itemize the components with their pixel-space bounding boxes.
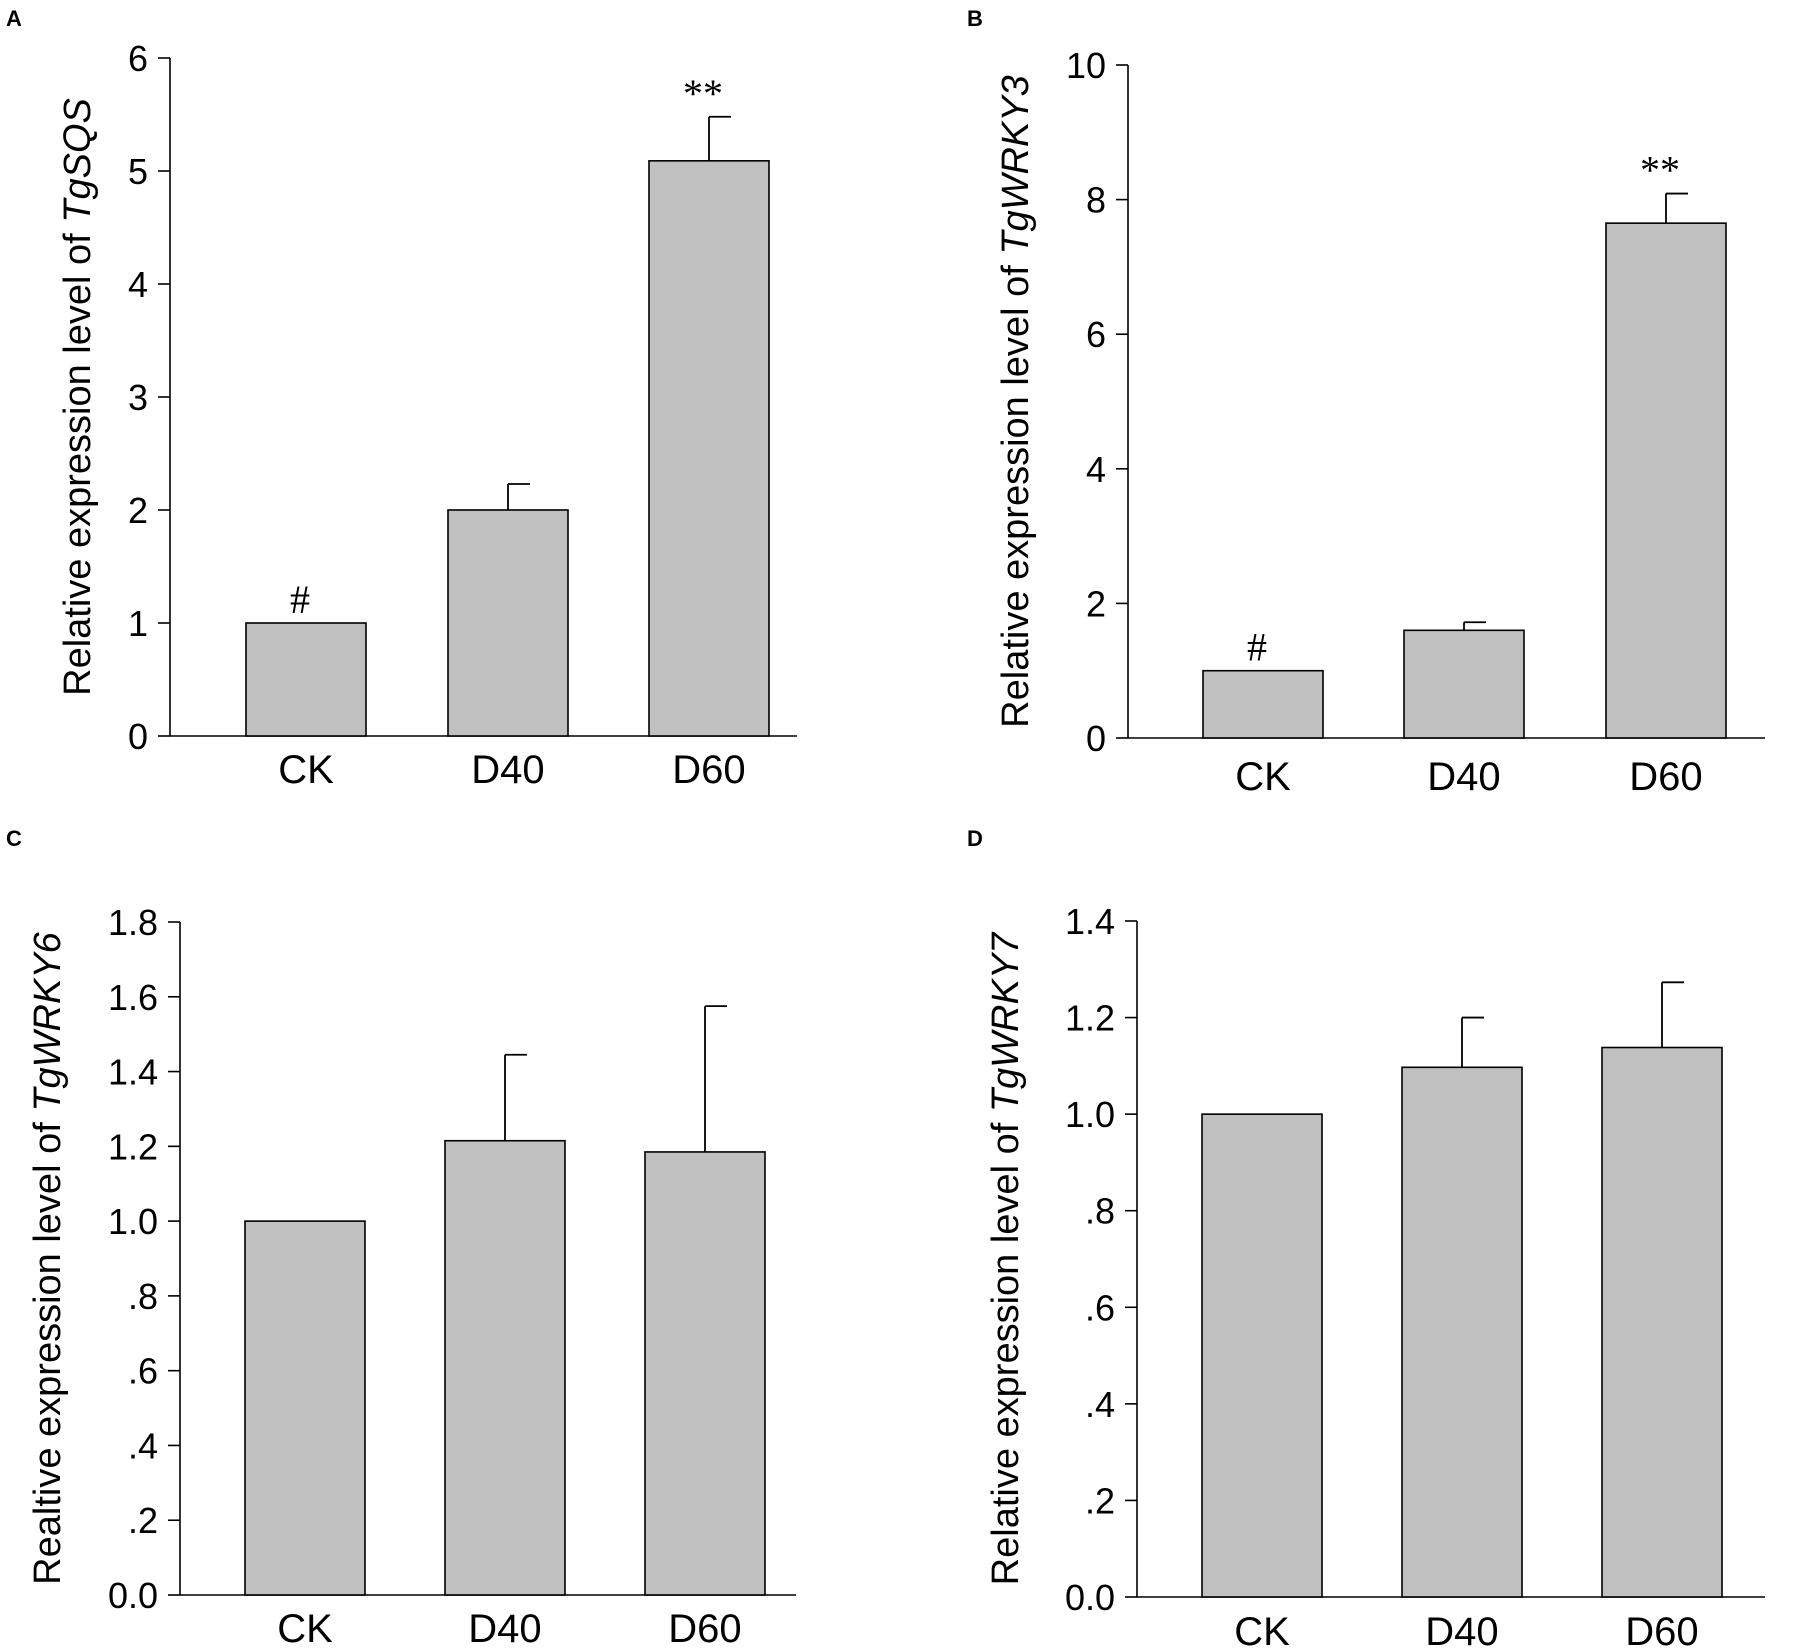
bar-ck <box>1201 1113 1323 1598</box>
panel-c: C 0.0 .2 .4 .6 .8 1.0 1.2 1.4 1.6 1.8 CK D40 D60 Realt… <box>6 826 796 1648</box>
panel-a: A 0 1 2 3 4 5 6 # CK D40 ** D60 Relative expression l… <box>6 6 797 792</box>
y-tick-label: 0 <box>128 716 148 757</box>
y-axis-label-gene: TgWRKY6 <box>27 931 69 1111</box>
y-axis-label-prefix: Relative expression level of <box>57 223 99 696</box>
panel-letter: C <box>6 826 22 851</box>
y-axis-label: Relative expression level of TgWRKY7 <box>985 931 1027 1585</box>
y-tick-label: 6 <box>128 38 148 79</box>
y-tick-label: 10 <box>1066 45 1106 86</box>
y-tick-label: 1.0 <box>1065 1094 1115 1135</box>
y-tick-label: 1.2 <box>1065 998 1115 1039</box>
y-tick-label: 2 <box>128 490 148 531</box>
y-tick-label: 0.0 <box>108 1575 158 1616</box>
category-label: D60 <box>668 1607 741 1648</box>
y-tick-label: 2 <box>1086 583 1106 624</box>
y-tick-label: .6 <box>1085 1287 1115 1328</box>
y-axis-label-gene: TgWRKY7 <box>985 931 1027 1112</box>
bar-ck <box>244 1220 366 1596</box>
y-tick-label: 0.0 <box>1065 1577 1115 1618</box>
category-label: CK <box>1234 1610 1290 1648</box>
y-tick-label: 1.6 <box>108 977 158 1018</box>
y-axis-label-prefix: Relative expression level of <box>995 255 1037 728</box>
category-label: D60 <box>672 748 745 792</box>
y-tick-label: .6 <box>128 1351 158 1392</box>
significance-mark: ** <box>683 71 723 116</box>
y-tick-label: 4 <box>1086 449 1106 490</box>
bar-d60 <box>1605 222 1727 739</box>
bar-d40 <box>447 509 569 737</box>
panel-b: B 0 2 4 6 8 10 # CK D40 ** D60 Relative expression l… <box>967 6 1765 799</box>
y-tick-label: 0 <box>1086 718 1106 759</box>
category-label: D40 <box>1425 1610 1498 1648</box>
y-tick-label: .2 <box>128 1500 158 1541</box>
y-tick-label: .8 <box>1085 1191 1115 1232</box>
category-label: D40 <box>1427 755 1500 799</box>
significance-mark: ** <box>1640 148 1680 193</box>
significance-mark: # <box>290 577 310 622</box>
bar-d40 <box>1403 629 1525 739</box>
y-tick-label: 1 <box>128 603 148 644</box>
y-tick-label: 4 <box>128 264 148 305</box>
y-tick-label: 1.4 <box>1065 901 1115 942</box>
significance-mark: # <box>1247 625 1267 670</box>
y-axis-label-prefix: Relative expression level of <box>985 1112 1027 1585</box>
y-tick-label: 1.0 <box>108 1201 158 1242</box>
y-tick-label: .2 <box>1085 1480 1115 1521</box>
y-axis-label-gene: TgWRKY3 <box>995 75 1037 254</box>
y-tick-label: 1.2 <box>108 1126 158 1167</box>
category-label: CK <box>1235 755 1291 799</box>
y-axis-label: Relative expression level of TgSQS <box>57 98 99 696</box>
panel-letter: D <box>967 826 983 851</box>
y-tick-label: .4 <box>128 1425 158 1466</box>
y-axis-label: Realtive expression level of TgWRKY6 <box>27 931 69 1584</box>
y-tick-label: 6 <box>1086 314 1106 355</box>
category-label: D60 <box>1625 1610 1698 1648</box>
bar-d60 <box>648 160 770 737</box>
y-tick-label: 1.8 <box>108 902 158 943</box>
panel-letter: A <box>6 6 22 31</box>
y-axis-label-prefix: Realtive expression level of <box>27 1112 69 1585</box>
y-tick-label: .8 <box>128 1276 158 1317</box>
bar-ck <box>245 622 367 737</box>
y-tick-label: 1.4 <box>108 1052 158 1093</box>
y-tick-label: 3 <box>128 377 148 418</box>
bar-ck <box>1202 669 1324 739</box>
bar-d40 <box>1401 1066 1523 1598</box>
bar-d40 <box>444 1139 566 1596</box>
panel-d: D 0.0 .2 .4 .6 .8 1.0 1.2 1.4 CK D40 D60 Relative ex… <box>967 826 1765 1648</box>
category-label: D60 <box>1629 755 1702 799</box>
category-label: D40 <box>471 748 544 792</box>
bar-d60 <box>1601 1046 1723 1598</box>
y-tick-label: 8 <box>1086 180 1106 221</box>
category-label: CK <box>277 1607 333 1648</box>
panel-letter: B <box>967 6 983 31</box>
y-axis-label: Relative expression level of TgWRKY3 <box>995 75 1037 728</box>
y-axis-label-gene: TgSQS <box>57 98 99 223</box>
category-label: CK <box>278 748 334 792</box>
bar-d60 <box>644 1151 766 1596</box>
y-tick-label: .4 <box>1085 1384 1115 1425</box>
y-tick-label: 5 <box>128 151 148 192</box>
category-label: D40 <box>468 1607 541 1648</box>
